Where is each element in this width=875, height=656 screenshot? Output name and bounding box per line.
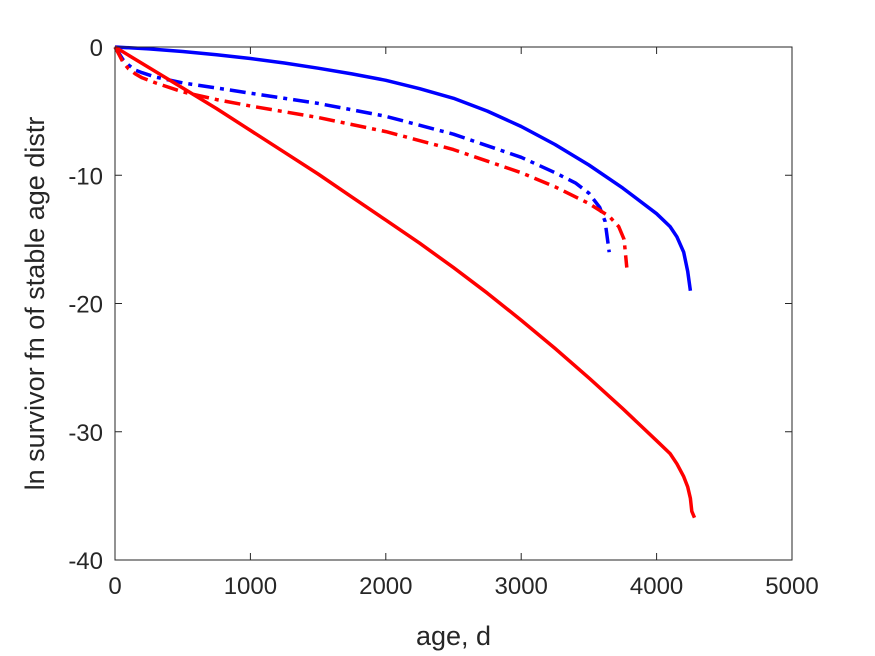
x-tick-label: 4000 [630,573,683,600]
plot-area-border [114,46,793,561]
plot-lines [113,45,697,519]
x-tick-label: 3000 [495,573,548,600]
y-tick-label: -30 [68,420,103,447]
x-tick-label: 2000 [359,573,412,600]
x-tick-label: 1000 [224,573,277,600]
y-tick-label: -10 [68,163,103,190]
series-line-4 [114,45,697,519]
y-axis: 0 -10 -20 -30 -40 [68,35,792,575]
x-tick-label: 0 [108,573,121,600]
y-tick-label: 0 [90,35,103,62]
x-tick-label: 5000 [765,573,818,600]
series-line-3 [113,46,629,268]
series-line-1 [114,45,693,291]
series-line-2 [113,46,611,253]
x-axis: 0 1000 2000 3000 4000 5000 [108,47,819,600]
y-axis-label: ln survivor fn of stable age distr [20,117,50,491]
x-axis-label: age, d [416,621,491,651]
y-tick-label: -20 [68,292,103,319]
y-tick-label: -40 [68,548,103,575]
